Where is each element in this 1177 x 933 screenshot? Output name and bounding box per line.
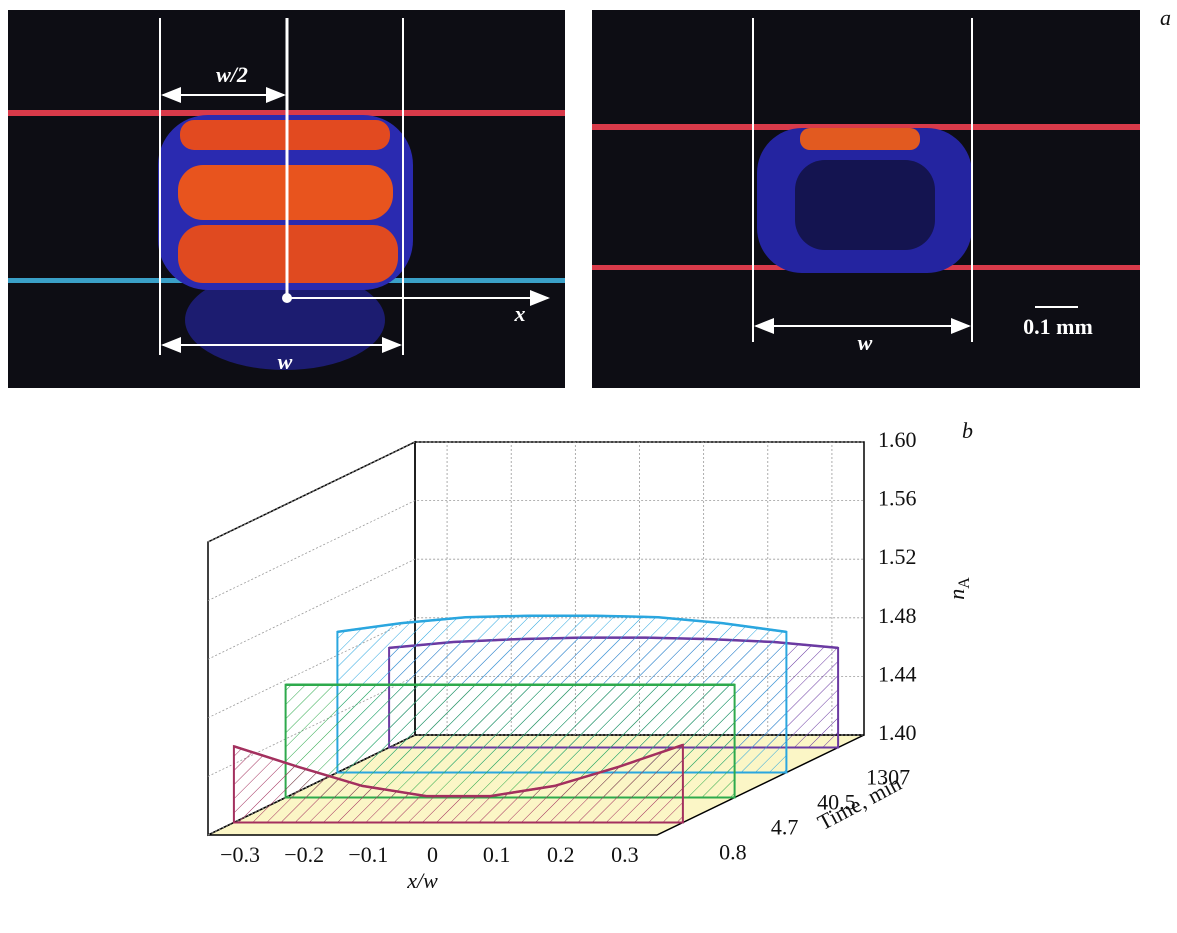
plot: 1.40 1.44 1.48 1.52 1.56 1.60 −0.3 −0.2 −0.1 0 0.1… xyxy=(207,427,973,893)
z-axis-subscript: A xyxy=(956,577,973,589)
y-tick-label: 1307 xyxy=(866,765,910,790)
z-axis-label: nA xyxy=(944,577,973,600)
x-axis-label: x xyxy=(514,301,526,326)
y-tick-label: 0.8 xyxy=(719,840,747,865)
x-tick-label: −0.1 xyxy=(348,842,388,867)
scale-bar-label: 0.1 mm xyxy=(1023,314,1093,339)
x-tick-label: 0 xyxy=(427,842,438,867)
panel-label: a xyxy=(1160,5,1171,30)
z-tick-label: 1.44 xyxy=(878,661,917,686)
z-tick-label: 1.48 xyxy=(878,603,917,628)
x-tick-label: 0.1 xyxy=(483,842,511,867)
width-label: w xyxy=(858,330,873,355)
width-label: w xyxy=(278,349,293,374)
z-tick-label: 1.56 xyxy=(878,486,917,511)
z-tick-label: 1.60 xyxy=(878,427,917,452)
x-tick-label: −0.2 xyxy=(284,842,324,867)
half-width-label: w/2 xyxy=(216,62,248,87)
grid-line xyxy=(207,441,864,543)
profile-line xyxy=(233,743,684,798)
x-tick-label: −0.3 xyxy=(220,842,260,867)
image-right: w 0.1 mm xyxy=(592,10,1140,388)
grid-line xyxy=(207,500,864,601)
z-tick-label: 1.40 xyxy=(878,720,917,745)
x-tick-label: 0.3 xyxy=(611,842,639,867)
z-tick-label: 1.52 xyxy=(878,544,917,569)
y-tick-label: 4.7 xyxy=(771,815,799,840)
x-axis-label: x/w xyxy=(406,868,438,893)
z-axis-symbol: n xyxy=(944,589,969,600)
grid-line xyxy=(207,558,864,660)
panel-label: b xyxy=(962,418,973,443)
profile-line xyxy=(337,614,787,634)
image-left: w/2 x w xyxy=(8,10,565,388)
grid-line xyxy=(207,617,864,719)
y-tick-label: 40.5 xyxy=(817,790,856,815)
x-tick-label: 0.2 xyxy=(547,842,575,867)
